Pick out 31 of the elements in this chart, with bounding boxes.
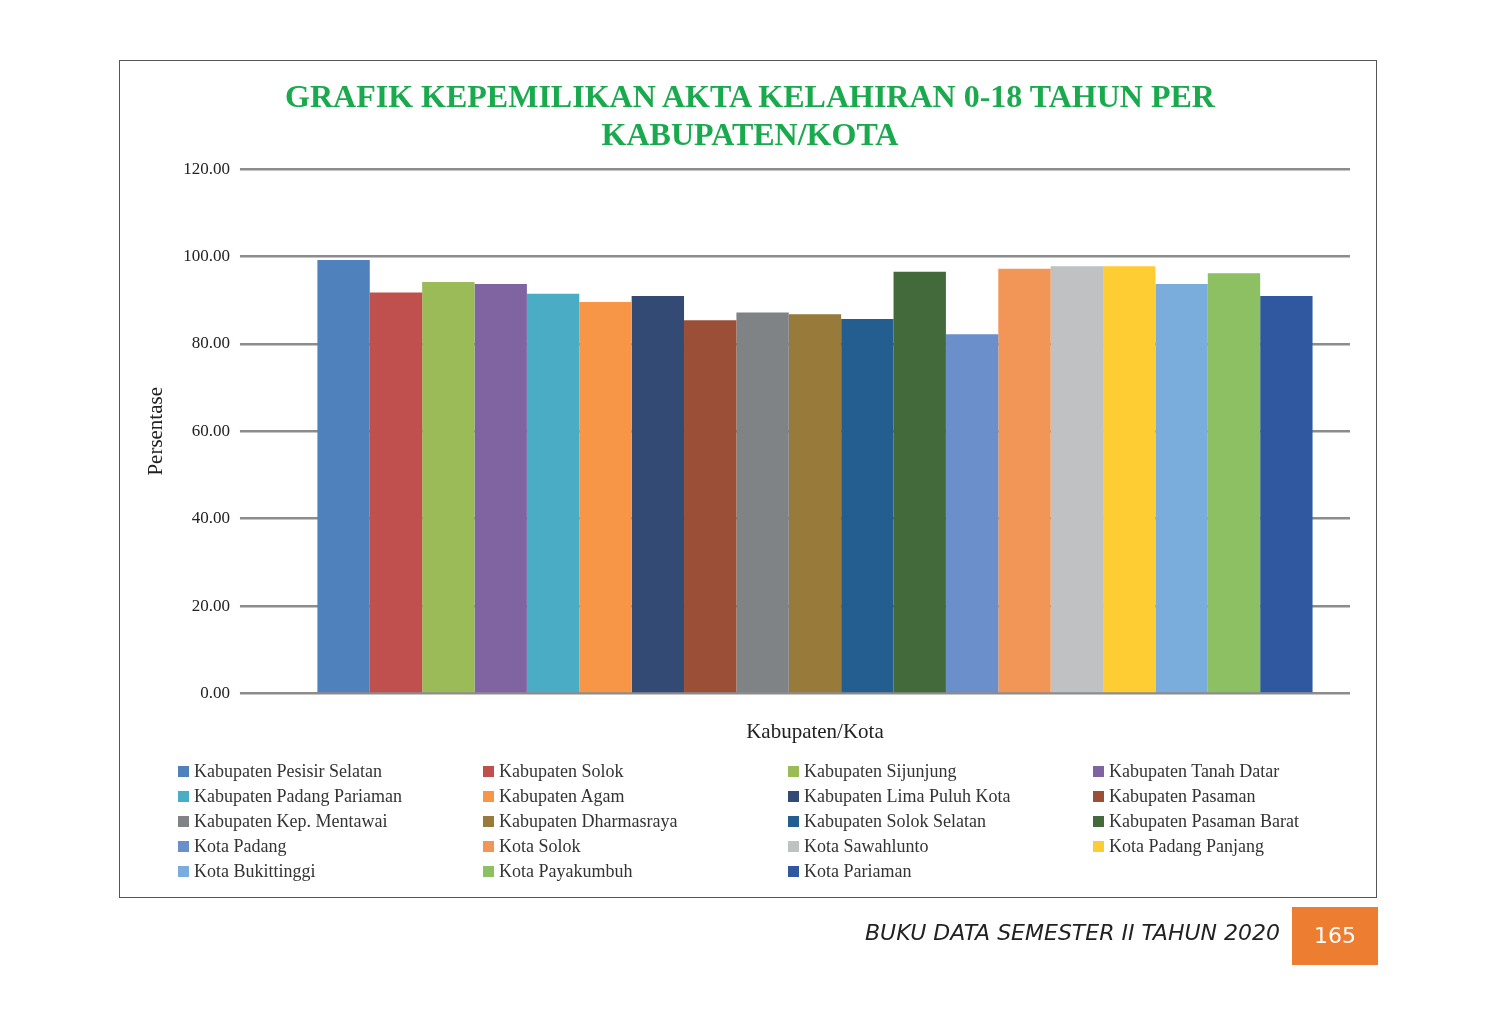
legend-label: Kabupaten Pesisir Selatan	[193, 760, 383, 783]
legend-label: Kabupaten Kep. Mentawai	[193, 810, 389, 833]
y-tick-label: 40.00	[191, 508, 230, 528]
legend-label: Kabupaten Sijunjung	[803, 760, 958, 783]
text: BUKU DATA SEMESTER II TAHUN 2020	[863, 920, 1280, 945]
legend-label: Kota Pariaman	[803, 860, 913, 883]
legend-label: Kabupaten Solok Selatan	[803, 810, 987, 833]
legend-label: Kabupaten Tanah Datar	[1108, 760, 1281, 783]
legend-label: Kota Solok	[498, 835, 582, 858]
y-tick-label: 20.00	[191, 595, 230, 615]
x-axis-title: Kabupaten/Kota	[746, 718, 885, 743]
y-axis-title: Persentase	[143, 386, 168, 476]
text: 165	[1292, 907, 1378, 965]
legend-label: Kabupaten Dharmasraya	[498, 810, 679, 833]
legend-label: Kabupaten Pasaman	[1108, 785, 1257, 808]
legend-label: Kabupaten Padang Pariaman	[193, 785, 403, 808]
legend-label: Kabupaten Solok	[498, 760, 625, 783]
legend-label: Kota Padang	[193, 835, 288, 858]
y-tick-label: 80.00	[191, 333, 230, 353]
y-tick-label: 120.00	[183, 158, 230, 178]
legend-label: Kota Payakumbuh	[498, 860, 634, 883]
legend-label: Kabupaten Agam	[498, 785, 626, 808]
legend-label: Kota Bukittinggi	[193, 860, 317, 883]
legend-label: Kota Sawahlunto	[803, 835, 930, 858]
legend-label: Kabupaten Lima Puluh Kota	[803, 785, 1012, 808]
y-tick-label: 60.00	[191, 420, 230, 440]
y-tick-label: 0.00	[200, 682, 230, 702]
legend-label: Kabupaten Pasaman Barat	[1108, 810, 1300, 833]
y-tick-label: 100.00	[183, 246, 230, 266]
chart-title: GRAFIK KEPEMILIKAN AKTA KELAHIRAN 0-18 TAHUN PER KABUPATEN/KOTA	[284, 77, 1216, 153]
legend-label: Kota Padang Panjang	[1108, 835, 1265, 858]
